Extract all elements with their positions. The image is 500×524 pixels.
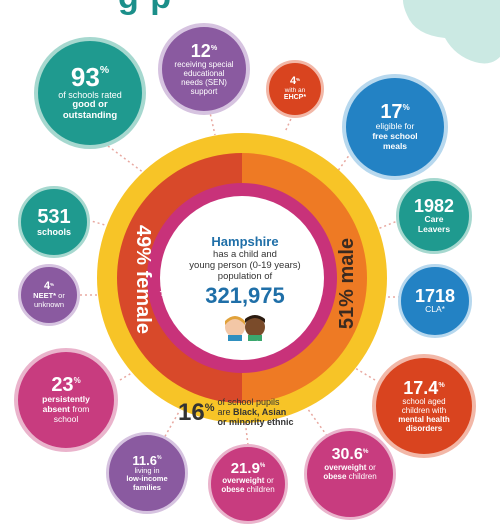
ow2-bold2: obese (323, 472, 347, 482)
absent-line1: from (72, 404, 90, 415)
population-arc-text: This is 22.5% of the total population in… (157, 287, 313, 351)
svg-text:This is 22.5% of the total pop: This is 22.5% of the total population in… (157, 287, 313, 351)
care-line2: Leavers (417, 224, 451, 234)
mental-line1: school aged (402, 396, 446, 406)
ehcp-bold1: EHCP* (283, 94, 307, 102)
sen-line1: receiving special (174, 59, 234, 69)
stat-fsm: 17% eligible for free school meals (342, 74, 448, 180)
mental-bold2: disorders (405, 424, 443, 434)
sen-line4: support (190, 87, 218, 97)
stat-neet: 4% NEET* or unknown (18, 264, 80, 326)
ehcp-line1: with an (284, 86, 306, 94)
ethnic-line2-pre: are (217, 406, 231, 417)
ow1-line1: or (266, 476, 274, 485)
stat-schools: 531 schools (18, 186, 90, 258)
stat-sen: 12% receiving special educational needs … (158, 23, 250, 115)
fsm-bold1: free school (372, 131, 418, 142)
mental-bold1: mental health (398, 415, 450, 424)
ethnic-line3-bold: or minority ethnic (217, 416, 294, 427)
ow2-line1: or (368, 463, 376, 472)
center-line1: has a child and (213, 249, 277, 260)
absent-bold1: persistently (42, 394, 90, 405)
low-income-bold1: low-income (126, 474, 168, 484)
population-value: 321,975 (205, 283, 285, 308)
center-block: Hampshire has a child and young person (… (180, 234, 310, 346)
ethnic-line1: of school pupils (217, 397, 280, 407)
neet-line2: unknown (33, 299, 65, 309)
decorative-blob (402, 0, 500, 64)
ow2-bold1: overweight (324, 463, 367, 472)
stat-rated-good: 93% of schools rated good or outstanding (34, 37, 146, 149)
ow1-line2: children (246, 485, 275, 495)
fsm-line1: eligible for (375, 121, 415, 132)
stat-care-leavers: 1982 Care Leavers (396, 178, 472, 254)
ethnic-stat: 16% of school pupils are Black, Asian or… (178, 397, 328, 428)
page-title: g p (118, 0, 172, 17)
stat-low-income: 11.6% living in low-income families (106, 432, 188, 514)
stat-overweight-2: 30.6% overweight or obese children (304, 428, 396, 520)
sen-line2: educational (183, 68, 225, 78)
low-income-line1: living in (134, 465, 160, 475)
stat-absent: 23% persistently absent from school (14, 348, 118, 452)
population-ring (97, 133, 387, 423)
area-name: Hampshire (211, 234, 279, 249)
rated-good-line1: of schools rated (58, 89, 122, 100)
ethnic-value: 16% (178, 398, 215, 426)
fsm-bold2: meals (382, 140, 408, 151)
stat-ehcp: 4% with an EHCP* (266, 60, 324, 118)
stat-cla: 1718 CLA* (398, 264, 472, 338)
sen-line3: needs (SEN) (181, 78, 227, 87)
ow1-bold2: obese (221, 485, 245, 495)
center-line2: young person (0-19 years) (189, 260, 301, 271)
schools-line1: schools (36, 226, 71, 237)
children-icon (180, 313, 310, 346)
absent-bold2: absent (42, 404, 71, 415)
stat-overweight-1: 21.9% overweight or obese children (208, 444, 288, 524)
infographic: g p 49% female (14, 0, 500, 524)
low-income-bold2: families (133, 482, 161, 492)
cla-line1: CLA* (425, 304, 445, 315)
stat-mental-health: 17.4% school aged children with mental h… (372, 354, 476, 458)
care-line1: Care (424, 214, 444, 225)
absent-line2: school (53, 413, 79, 424)
ow1-bold1: overweight (222, 476, 265, 485)
neet-bold1: NEET* (33, 290, 57, 300)
ethnic-line2-bold: Black, Asian (233, 406, 287, 417)
mental-line2: children with (401, 405, 447, 415)
ow2-line2: children (348, 472, 377, 482)
rated-good-bold1: good or (72, 99, 108, 111)
arc-text: This is 22.5% of the total population in… (157, 287, 313, 351)
neet-line1: or (58, 290, 65, 300)
center-line3: population of (217, 271, 273, 282)
rated-good-bold2: outstanding (62, 110, 118, 122)
